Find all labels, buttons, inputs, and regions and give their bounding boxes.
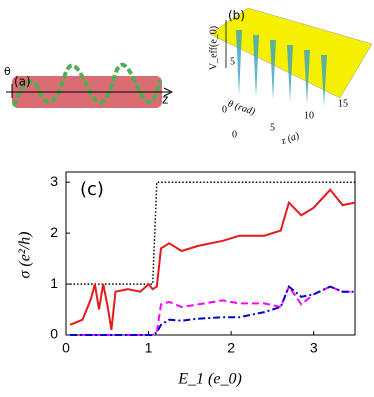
panel-c: (c) σ (e²/h) E_1 (e_0) 0 1 2 3 0 1 2 3 xyxy=(17,171,356,388)
spike xyxy=(236,30,242,96)
spike xyxy=(304,50,310,104)
z-label: V_eff(e_0) xyxy=(208,26,219,70)
x-tick-label: 0 xyxy=(232,129,237,140)
panel-b: (b) V_eff(e_0) θ (rad) z (a) 5 0 5 10 15… xyxy=(208,7,373,147)
x-label: z (a) xyxy=(279,130,301,147)
spike xyxy=(253,35,259,98)
series-line xyxy=(70,181,355,285)
x-tick-label: 5 xyxy=(270,122,275,133)
panel-a: (a) θ z xyxy=(4,62,174,108)
y-tick-label: 2 xyxy=(50,224,58,240)
y-tick-label: 1 xyxy=(50,275,58,291)
x-tick-label: 10 xyxy=(304,110,314,121)
x-tick-label: 0 xyxy=(62,340,70,356)
y-tick-label: 0 xyxy=(222,104,227,115)
series-line xyxy=(70,284,355,336)
y-tick-label: 5 xyxy=(230,56,235,67)
theta-label: θ xyxy=(4,65,11,78)
spike xyxy=(321,55,327,106)
spikes xyxy=(236,30,327,106)
spike xyxy=(270,40,276,100)
x-tick-label: 15 xyxy=(338,98,348,109)
y-tick-label: 3 xyxy=(50,173,58,189)
x-tick-label: 3 xyxy=(310,340,318,356)
x-axis-label: E_1 (e_0) xyxy=(177,371,242,388)
x-tick-label: 2 xyxy=(227,340,235,356)
y-axis-label: σ (e²/h) xyxy=(17,232,34,279)
panel-label: (b) xyxy=(228,9,245,23)
axis-label: z xyxy=(162,93,168,107)
y-label: θ (rad) xyxy=(226,99,257,118)
series-line xyxy=(69,188,356,331)
panel-label: (a) xyxy=(14,75,31,89)
y-tick-label: 0 xyxy=(50,326,58,342)
series-line xyxy=(70,284,355,336)
panel-label: (c) xyxy=(80,179,104,200)
spike xyxy=(287,45,293,102)
arrow xyxy=(163,87,174,97)
x-tick-label: 1 xyxy=(145,340,153,356)
plot-frame xyxy=(65,171,356,336)
